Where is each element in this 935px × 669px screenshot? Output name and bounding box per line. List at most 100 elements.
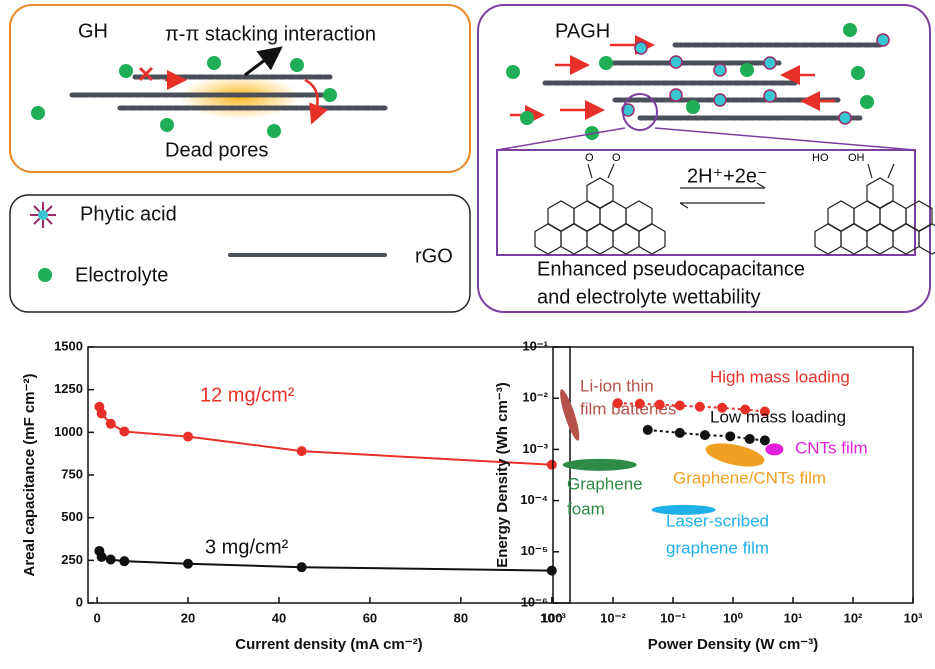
- chart: 0 20 40 60 80 1000250500750100012501500Curren…: [21, 338, 571, 653]
- region-label: CNTs film: [795, 438, 868, 457]
- series-label: 3 mg/cm²: [205, 536, 289, 558]
- x-tick-label: 10⁻³: [540, 610, 566, 625]
- phytic-acid-label: Phytic acid: [80, 203, 177, 225]
- bond: [867, 163, 895, 179]
- x-tick-label: 100: [541, 610, 563, 625]
- data-point: [759, 406, 770, 417]
- x-tick-label: 20: [181, 610, 195, 625]
- x-tick-label: 10³: [904, 610, 923, 625]
- data-point: [674, 400, 685, 411]
- region-label: Li-ion thin: [580, 376, 654, 395]
- x-tick-label: 10⁻¹: [660, 610, 686, 625]
- y-axis-title: Areal capacitance (mF cm⁻²): [21, 374, 38, 577]
- gh-panel: GH π-π stacking interaction Dead pores: [9, 4, 471, 173]
- data-point: [119, 426, 130, 437]
- data-point: [740, 404, 751, 415]
- dead-pores-label: Dead pores: [165, 139, 268, 161]
- electrolyte-label: Electrolyte: [75, 264, 168, 286]
- region: [765, 443, 784, 456]
- y-tick-label: 10⁻⁶: [521, 594, 548, 609]
- hydroxyl-left: HO: [812, 152, 829, 164]
- data-point: [674, 427, 685, 438]
- y-axis-title: Energy Density (Wh cm⁻³): [494, 382, 511, 567]
- chart: 10⁻³ 10⁻² 10⁻¹ 10⁰ 10¹ 10² 10³ 10⁻⁶ 10⁻⁵ 10⁻⁴ 10⁻³…: [494, 338, 923, 653]
- y-tick-label: 10⁻³: [522, 441, 548, 456]
- data-point: [546, 565, 557, 576]
- data-point: [634, 398, 645, 409]
- data-point: [96, 551, 107, 562]
- y-tick-label: 250: [61, 552, 83, 567]
- ring: [638, 223, 666, 255]
- region-label: Graphene/CNTs film: [673, 468, 826, 487]
- y-tick-label: 10⁻⁵: [521, 543, 548, 558]
- data-point: [694, 401, 705, 412]
- oxygen-left: O: [585, 152, 594, 164]
- x-tick-label: 40: [272, 610, 286, 625]
- region-label: Graphene: [567, 474, 643, 493]
- region: [560, 389, 580, 441]
- legend-panel: Phytic acid Electrolyte rGO: [9, 194, 471, 313]
- ring: [534, 223, 562, 255]
- y-tick-label: 10⁻¹: [522, 338, 548, 353]
- data-point: [119, 556, 130, 567]
- x-tick-label: 10⁻²: [600, 610, 626, 625]
- y-tick-label: 1250: [54, 381, 83, 396]
- x-tick-label: 10²: [844, 610, 863, 625]
- series-label: Low mass loading: [710, 407, 846, 426]
- x-tick-label: 0: [93, 610, 100, 625]
- stacking-label: π-π stacking interaction: [165, 23, 376, 45]
- region: [651, 504, 716, 515]
- hydroxyl-right: OH: [848, 152, 865, 164]
- data-point: [654, 399, 665, 410]
- y-tick-label: 0: [76, 594, 83, 609]
- x-tick-label: 80: [454, 610, 468, 625]
- reaction-label: 2H⁺+2e⁻: [687, 165, 768, 187]
- y-tick-label: 500: [61, 509, 83, 524]
- region-label: foam: [567, 499, 605, 518]
- region-label: Laser-scribed: [666, 511, 769, 530]
- data-point: [105, 554, 116, 565]
- ring: [814, 223, 842, 255]
- rgo-label: rGO: [415, 245, 453, 267]
- y-tick-label: 1500: [54, 338, 83, 353]
- series-line: [98, 550, 552, 572]
- x-axis-title: Power Density (W cm⁻³): [648, 636, 818, 653]
- caption-line: Enhanced pseudocapacitance: [537, 258, 805, 280]
- data-point: [183, 431, 194, 442]
- region-label: graphene film: [666, 538, 769, 557]
- region-label: film batteries: [580, 399, 676, 418]
- y-tick-label: 10⁻²: [522, 390, 548, 405]
- data-point: [105, 418, 116, 429]
- ring: [918, 223, 935, 255]
- series-line: [98, 406, 552, 466]
- x-tick-label: 10¹: [784, 610, 803, 625]
- x-tick-label: 60: [363, 610, 377, 625]
- pagh-panel: O O HO OH 2H⁺+2e⁻ PAGH Enhanced pseudoca…: [477, 4, 935, 313]
- series-label: 12 mg/cm²: [200, 384, 295, 406]
- charts: 0 20 40 60 80 1000250500750100012501500Curren…: [21, 338, 923, 653]
- data-point: [546, 459, 557, 470]
- data-point: [725, 431, 736, 442]
- y-tick-label: 1000: [54, 424, 83, 439]
- x-tick-label: 10⁰: [723, 610, 743, 625]
- data-point: [612, 398, 623, 409]
- region: [562, 458, 637, 471]
- region: [705, 443, 765, 467]
- data-point: [183, 558, 194, 569]
- bond: [587, 163, 615, 179]
- y-tick-label: 750: [61, 466, 83, 481]
- oxygen-right: O: [612, 152, 621, 164]
- data-point: [296, 562, 307, 573]
- data-point: [296, 446, 307, 457]
- gh-label: GH: [78, 20, 108, 42]
- x-axis-title: Current density (mA cm⁻²): [235, 636, 422, 653]
- pagh-label: PAGH: [555, 20, 610, 42]
- data-point: [744, 433, 755, 444]
- caption-line: and electrolyte wettability: [537, 286, 760, 308]
- data-point: [96, 408, 107, 419]
- y-tick-label: 10⁻⁴: [520, 492, 548, 507]
- series-label: High mass loading: [710, 367, 850, 386]
- data-point: [759, 435, 770, 446]
- data-point: [642, 424, 653, 435]
